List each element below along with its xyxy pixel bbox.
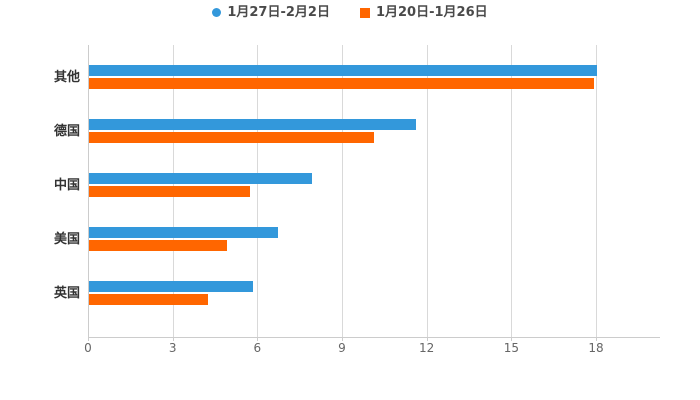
legend-square-marker-icon: [359, 7, 370, 18]
x-axis-tick: [257, 337, 259, 341]
x-tick-label: 3: [168, 341, 177, 355]
x-axis-tick: [342, 337, 343, 341]
bar[interactable]: [89, 240, 228, 251]
bar[interactable]: [89, 78, 595, 89]
x-axis-tick: [88, 337, 89, 341]
x-tick-label: 18: [588, 341, 604, 355]
chart-legend: 1月27日-2月2日 1月20日-1月26日: [0, 6, 700, 19]
category-label: 英国: [53, 286, 80, 301]
bar[interactable]: [89, 294, 208, 305]
x-axis-tick: [172, 337, 174, 341]
legend-label: 1月20日-1月26日: [375, 5, 488, 20]
x-tick-label: 6: [253, 341, 262, 355]
category-label: 中国: [53, 178, 80, 193]
gridline: [342, 45, 343, 337]
legend-circle-marker-icon: [212, 8, 222, 17]
bar[interactable]: [89, 281, 253, 292]
y-axis-line: [88, 45, 89, 337]
bar[interactable]: [89, 65, 597, 76]
bar[interactable]: [89, 173, 312, 184]
legend-item-week1[interactable]: 1月20日-1月26日: [359, 5, 488, 20]
legend-item-week2[interactable]: 1月27日-2月2日: [212, 6, 330, 19]
bar[interactable]: [89, 227, 279, 238]
x-axis-tick: [511, 337, 513, 341]
x-axis-tick: [426, 337, 428, 341]
category-label: 其他: [53, 70, 80, 85]
x-axis-line: [88, 337, 660, 338]
bar[interactable]: [89, 186, 250, 197]
x-tick-label: 0: [84, 341, 92, 355]
gridline: [511, 45, 513, 337]
x-axis-tick: [596, 337, 597, 341]
legend-label: 1月27日-2月2日: [227, 5, 330, 20]
bar[interactable]: [89, 132, 375, 143]
category-label: 美国: [53, 232, 80, 247]
gridline: [426, 45, 428, 337]
x-tick-label: 12: [419, 341, 435, 355]
gridline: [596, 45, 597, 337]
x-tick-label: 15: [503, 341, 519, 355]
x-tick-label: 9: [338, 341, 346, 355]
category-label: 德国: [53, 124, 80, 139]
gridline: [257, 45, 259, 337]
bar[interactable]: [89, 119, 417, 130]
